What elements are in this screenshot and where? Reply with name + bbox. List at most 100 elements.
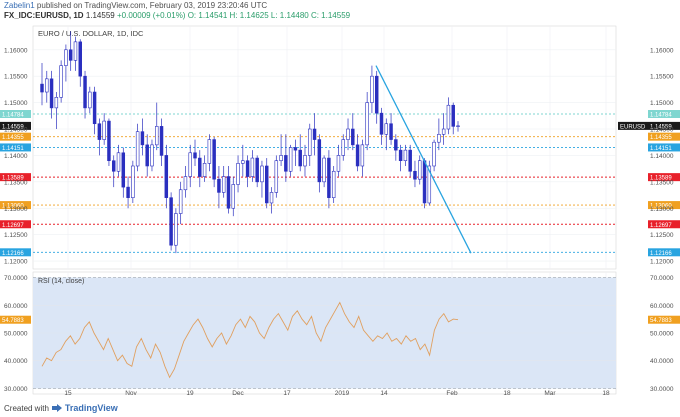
level-tag-left — [0, 248, 31, 257]
publish-info: Zabelin1 published on TradingView.com, F… — [4, 1, 676, 11]
candle-up — [54, 97, 59, 109]
author-link[interactable]: Zabelin1 — [4, 1, 35, 10]
candle-down — [413, 170, 417, 180]
rsi-current-tag-left — [0, 315, 31, 324]
level-label-right: 1.14151 — [650, 146, 672, 152]
price-tick-label-right: 1.15500 — [650, 74, 674, 81]
candle-down — [379, 112, 384, 135]
candle-down — [451, 104, 455, 127]
tradingview-brand[interactable]: TradingView — [64, 403, 118, 413]
price-pane[interactable] — [32, 25, 617, 270]
rsi-grid — [33, 277, 616, 389]
candle-down — [327, 157, 331, 198]
candle-down — [193, 152, 197, 159]
price-tick-label-right: 1.12000 — [650, 259, 674, 266]
candle-up — [303, 155, 307, 167]
symbol-tag-label: EURUSD — [620, 124, 646, 130]
level-label-left: 1.14355 — [2, 135, 24, 141]
price-tick-label-right: 1.13500 — [650, 179, 674, 186]
candle-down — [394, 139, 398, 151]
price-chart[interactable]: EURO / U.S. DOLLAR, 1D, IDC RSI (14, clo… — [0, 22, 680, 402]
rsi-axis[interactable]: 70.0000 70.0000 60.0000 60.0000 50.0000 50.00… — [4, 275, 674, 393]
current-price-tag-left — [0, 121, 31, 130]
candle-up — [73, 41, 78, 61]
level-label-right: 1.14784 — [650, 113, 672, 119]
price-tick-label-left: 1.15500 — [4, 74, 28, 81]
price-tick-label-left: 1.14500 — [4, 127, 28, 134]
time-tick-label: Dec — [232, 390, 244, 397]
candle-down — [126, 186, 130, 198]
trendline[interactable] — [375, 65, 472, 254]
candle-up — [269, 192, 274, 204]
candle-up — [279, 155, 283, 162]
open-value: O: 1.14541 — [187, 11, 228, 20]
price-tick-label-right: 1.12500 — [650, 232, 674, 239]
candle-down — [245, 160, 250, 177]
level-label-left: 1.14784 — [2, 113, 24, 119]
candle-down — [140, 131, 145, 146]
time-tick-label: Nov — [125, 390, 137, 397]
candlestick-series — [40, 31, 460, 254]
current-price-label-right: 1.14559 — [650, 124, 672, 130]
candle-up — [427, 165, 432, 204]
published-text: published on TradingView.com, February 0… — [36, 1, 268, 10]
level-label-right: 1.13589 — [650, 176, 672, 182]
candle-up — [207, 139, 212, 164]
price-tick-label-left: 1.13500 — [4, 179, 28, 186]
symbol-tag — [618, 121, 648, 130]
rsi-title: RSI (14, close) — [38, 278, 84, 285]
candle-up — [174, 213, 178, 246]
candle-down — [265, 165, 269, 204]
level-tag-left — [0, 201, 31, 210]
candle-down — [121, 152, 126, 188]
candle-up — [274, 160, 279, 193]
level-tag-right — [648, 110, 680, 119]
candle-down — [422, 160, 427, 204]
rsi-tick-label-left: 50.0000 — [4, 331, 28, 338]
current-price-tag-right — [648, 121, 680, 130]
candle-up — [437, 133, 441, 143]
candle-down — [217, 178, 221, 193]
level-label-left: 1.12697 — [2, 223, 24, 229]
price-tick-label-left: 1.13000 — [4, 206, 28, 213]
candle-up — [403, 149, 408, 162]
candle-down — [398, 149, 403, 162]
rsi-current-label-left: 54.7883 — [2, 318, 24, 324]
candle-down — [408, 149, 412, 172]
candle-up — [150, 144, 154, 167]
candle-up — [188, 152, 192, 177]
candle-up — [308, 128, 312, 156]
candle-up — [221, 176, 226, 193]
level-tag-right — [648, 173, 680, 182]
candle-down — [226, 176, 231, 209]
rsi-tick-label-left: 70.0000 — [4, 275, 28, 282]
candle-up — [446, 104, 451, 130]
candle-up — [45, 78, 49, 93]
rsi-tick-label-right: 50.0000 — [650, 331, 674, 338]
candle-down — [78, 41, 82, 77]
price-tick-label-right: 1.13000 — [650, 206, 674, 213]
time-tick-label: 18 — [503, 390, 511, 397]
symbol-label[interactable]: FX_IDC:EURUSD, 1D — [4, 11, 84, 20]
candle-down — [68, 49, 73, 61]
candle-up — [236, 163, 240, 185]
rsi-series: 54.7883 54.7883 — [0, 301, 680, 379]
candle-down — [111, 160, 116, 172]
candle-down — [40, 83, 44, 93]
candle-up — [341, 139, 345, 156]
time-tick-label: Mar — [544, 390, 556, 397]
price-tick-label-left: 1.12000 — [4, 259, 28, 266]
candle-down — [212, 139, 216, 180]
candle-up — [183, 176, 188, 191]
level-label-right: 1.12697 — [650, 223, 672, 229]
price-tick-label-right: 1.14000 — [650, 153, 674, 160]
price-tick-label-left: 1.15000 — [4, 100, 28, 107]
price-tick-label-right: 1.15000 — [650, 100, 674, 107]
price-axis[interactable]: 1.16000 1.16000 1.15500 1.15500 1.15000 1.150… — [4, 47, 674, 265]
candle-up — [384, 123, 389, 135]
time-tick-label: 2019 — [335, 390, 350, 397]
candle-up — [346, 128, 350, 140]
time-axis[interactable]: 15 Nov 19 Dec 17 2019 14 Feb 18 Mar 18 — [64, 390, 610, 397]
time-tick-label: 18 — [602, 390, 610, 397]
close-value: C: 1.14559 — [310, 11, 351, 20]
